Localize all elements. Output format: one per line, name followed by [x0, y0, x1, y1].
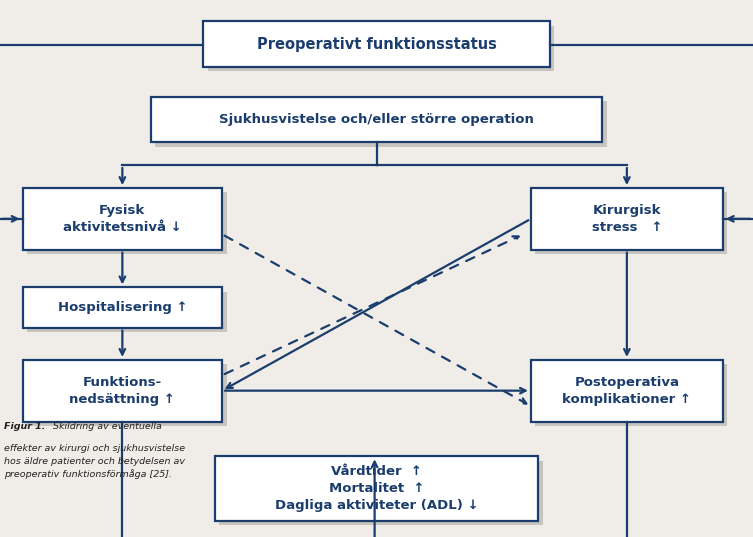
FancyBboxPatch shape — [27, 192, 227, 254]
FancyBboxPatch shape — [155, 101, 607, 147]
FancyBboxPatch shape — [535, 364, 727, 426]
FancyBboxPatch shape — [208, 26, 554, 71]
FancyBboxPatch shape — [531, 188, 723, 250]
Text: Fysisk
aktivitetsnivå ↓: Fysisk aktivitetsnivå ↓ — [63, 204, 181, 234]
FancyBboxPatch shape — [535, 192, 727, 254]
Text: Preoperativt funktionsstatus: Preoperativt funktionsstatus — [257, 37, 496, 52]
FancyBboxPatch shape — [23, 188, 222, 250]
FancyBboxPatch shape — [219, 461, 543, 525]
FancyBboxPatch shape — [203, 21, 550, 67]
Text: effekter av kirurgi och sjukhusvistelse
hos äldre patienter och betydelsen av
pr: effekter av kirurgi och sjukhusvistelse … — [4, 444, 185, 480]
Text: Kirurgisk
stress   ↑: Kirurgisk stress ↑ — [592, 204, 662, 234]
FancyBboxPatch shape — [23, 287, 222, 328]
Text: Vårdtider  ↑
Mortalitet  ↑
Dagliga aktiviteter (ADL) ↓: Vårdtider ↑ Mortalitet ↑ Dagliga aktivit… — [275, 465, 478, 512]
Text: Funktions-
nedsättning ↑: Funktions- nedsättning ↑ — [69, 376, 175, 405]
FancyBboxPatch shape — [23, 360, 222, 422]
FancyBboxPatch shape — [151, 97, 602, 142]
FancyBboxPatch shape — [215, 456, 538, 521]
FancyBboxPatch shape — [27, 364, 227, 426]
Text: Hospitalisering ↑: Hospitalisering ↑ — [57, 301, 187, 314]
Text: Sjukhusvistelse och/eller större operation: Sjukhusvistelse och/eller större operati… — [219, 113, 534, 126]
FancyBboxPatch shape — [27, 292, 227, 332]
Text: Figur 1.: Figur 1. — [4, 422, 45, 431]
Text: Postoperativa
komplikationer ↑: Postoperativa komplikationer ↑ — [562, 376, 691, 405]
Text: Skildring av eventuella: Skildring av eventuella — [47, 422, 162, 431]
FancyBboxPatch shape — [531, 360, 723, 422]
